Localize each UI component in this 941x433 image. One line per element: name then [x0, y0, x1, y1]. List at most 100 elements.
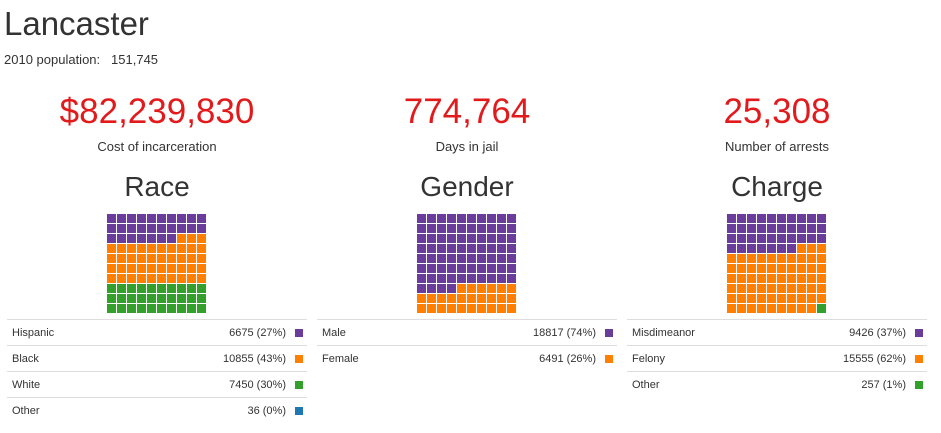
waffle-cell	[737, 264, 746, 273]
waffle-cell	[167, 214, 176, 223]
waffle-cell	[777, 244, 786, 253]
waffle-cell	[727, 304, 736, 313]
waffle-cell	[157, 224, 166, 233]
waffle-cell	[787, 294, 796, 303]
waffle-cell	[487, 274, 496, 283]
waffle-cell	[477, 264, 486, 273]
waffle-cell	[127, 224, 136, 233]
gender-waffle-chart	[417, 214, 517, 314]
waffle-cell	[797, 274, 806, 283]
waffle-cell	[777, 254, 786, 263]
waffle-cell	[477, 274, 486, 283]
waffle-cell	[737, 244, 746, 253]
waffle-cell	[507, 294, 516, 303]
waffle-cell	[197, 274, 206, 283]
waffle-cell	[167, 234, 176, 243]
waffle-cell	[817, 254, 826, 263]
waffle-cell	[757, 234, 766, 243]
waffle-cell	[177, 264, 186, 273]
waffle-cell	[187, 234, 196, 243]
waffle-cell	[447, 254, 456, 263]
waffle-cell	[747, 284, 756, 293]
waffle-cell	[417, 304, 426, 313]
waffle-cell	[197, 254, 206, 263]
waffle-cell	[167, 224, 176, 233]
waffle-cell	[447, 274, 456, 283]
waffle-cell	[817, 224, 826, 233]
waffle-cell	[477, 234, 486, 243]
waffle-cell	[487, 214, 496, 223]
waffle-cell	[137, 234, 146, 243]
waffle-cell	[757, 264, 766, 273]
waffle-cell	[447, 244, 456, 253]
waffle-cell	[127, 294, 136, 303]
waffle-cell	[417, 294, 426, 303]
waffle-cell	[147, 224, 156, 233]
waffle-cell	[787, 254, 796, 263]
waffle-cell	[457, 294, 466, 303]
waffle-cell	[167, 304, 176, 313]
waffle-cell	[117, 294, 126, 303]
waffle-cell	[757, 244, 766, 253]
waffle-cell	[187, 254, 196, 263]
legend-row: Female 6491 (26%)	[317, 346, 617, 371]
waffle-cell	[177, 214, 186, 223]
waffle-cell	[507, 254, 516, 263]
legend-name: Female	[322, 352, 359, 365]
waffle-cell	[117, 274, 126, 283]
waffle-cell	[777, 284, 786, 293]
waffle-cell	[167, 254, 176, 263]
legend-name: Felony	[632, 352, 666, 365]
waffle-cell	[487, 254, 496, 263]
waffle-cell	[497, 294, 506, 303]
waffle-cell	[447, 284, 456, 293]
waffle-cell	[147, 274, 156, 283]
waffle-cell	[787, 284, 796, 293]
waffle-cell	[197, 244, 206, 253]
waffle-cell	[167, 244, 176, 253]
stat-label: Cost of incarceration	[97, 139, 217, 154]
waffle-cell	[437, 294, 446, 303]
waffle-cell	[467, 284, 476, 293]
waffle-cell	[797, 304, 806, 313]
waffle-cell	[757, 304, 766, 313]
waffle-cell	[107, 244, 116, 253]
waffle-cell	[797, 284, 806, 293]
waffle-cell	[457, 264, 466, 273]
charge-legend: Misdimeanor 9426 (37%) Felony 15555 (62%…	[627, 319, 927, 397]
waffle-cell	[727, 294, 736, 303]
waffle-cell	[457, 224, 466, 233]
waffle-cell	[747, 304, 756, 313]
waffle-cell	[167, 294, 176, 303]
waffle-cell	[147, 214, 156, 223]
legend-value: 6675 (27%)	[229, 326, 286, 339]
waffle-cell	[767, 234, 776, 243]
waffle-cell	[467, 224, 476, 233]
waffle-cell	[477, 214, 486, 223]
race-waffle-chart	[107, 214, 207, 314]
waffle-cell	[147, 264, 156, 273]
waffle-cell	[427, 254, 436, 263]
waffle-cell	[117, 284, 126, 293]
waffle-cell	[467, 214, 476, 223]
waffle-cell	[187, 284, 196, 293]
waffle-cell	[817, 294, 826, 303]
legend-swatch	[295, 406, 303, 415]
population-line: 2010 population: 151,745	[4, 52, 158, 67]
waffle-cell	[187, 214, 196, 223]
waffle-cell	[737, 274, 746, 283]
waffle-cell	[467, 244, 476, 253]
waffle-cell	[127, 284, 136, 293]
section-title: Race	[124, 171, 190, 202]
waffle-cell	[507, 304, 516, 313]
waffle-cell	[787, 264, 796, 273]
legend-swatch	[605, 328, 613, 337]
waffle-cell	[187, 294, 196, 303]
legend-swatch	[295, 380, 303, 389]
waffle-cell	[117, 224, 126, 233]
waffle-cell	[437, 224, 446, 233]
waffle-cell	[767, 244, 776, 253]
waffle-cell	[787, 224, 796, 233]
waffle-cell	[757, 224, 766, 233]
waffle-cell	[117, 214, 126, 223]
